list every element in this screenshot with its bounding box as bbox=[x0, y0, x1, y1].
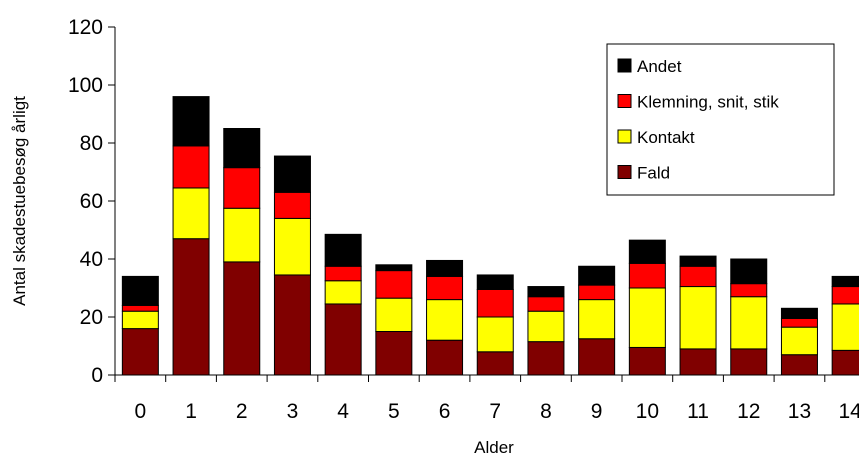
bar-segment-andet-10 bbox=[628, 239, 666, 264]
bar-segment-kontakt-5 bbox=[375, 297, 413, 332]
legend-label: Andet bbox=[637, 57, 682, 76]
bar-segment-fald-13 bbox=[780, 354, 818, 376]
y-tick-label: 100 bbox=[68, 74, 103, 97]
x-tick-label: 10 bbox=[636, 400, 659, 423]
x-tick-label: 12 bbox=[737, 400, 760, 423]
bar-segment-fald-9 bbox=[578, 338, 616, 376]
bar-segment-andet-11 bbox=[679, 255, 717, 267]
bar-segment-kontakt-4 bbox=[324, 280, 362, 305]
bar-segment-fald-3 bbox=[273, 274, 311, 376]
x-tick-label: 14 bbox=[838, 400, 859, 423]
bar-segment-andet-2 bbox=[223, 128, 261, 169]
bar-segment-andet-6 bbox=[426, 259, 464, 277]
bar-segment-fald-5 bbox=[375, 331, 413, 376]
bar-segment-andet-5 bbox=[375, 264, 413, 272]
y-tick-label: 120 bbox=[68, 16, 103, 39]
x-tick-label: 11 bbox=[687, 400, 709, 423]
legend-label: Fald bbox=[637, 164, 670, 183]
x-tick-label: 7 bbox=[489, 400, 501, 423]
y-tick-label: 20 bbox=[80, 306, 103, 329]
bar-segment-klemning-snit-stik-1 bbox=[172, 145, 210, 189]
bar-segment-kontakt-0 bbox=[121, 310, 159, 330]
y-axis-title: Antal skadestuebesøg årligt bbox=[10, 96, 29, 306]
bar-segment-fald-10 bbox=[628, 346, 666, 376]
bar-segment-klemning-snit-stik-4 bbox=[324, 265, 362, 282]
bar-segment-andet-4 bbox=[324, 233, 362, 267]
bar-segment-fald-14 bbox=[831, 349, 859, 376]
bar-segment-klemning-snit-stik-10 bbox=[628, 262, 666, 289]
legend-label: Klemning, snit, stik bbox=[637, 93, 779, 112]
bar-segment-fald-2 bbox=[223, 261, 261, 376]
x-tick-label: 2 bbox=[236, 400, 248, 423]
x-tick-label: 13 bbox=[788, 400, 811, 423]
bar-segment-kontakt-2 bbox=[223, 207, 261, 263]
legend: Andet Klemning, snit, stik Kontakt Fald bbox=[606, 43, 835, 196]
bar-segment-klemning-snit-stik-0 bbox=[121, 304, 159, 312]
y-tick-label: 40 bbox=[80, 248, 103, 271]
legend-label: Kontakt bbox=[637, 128, 695, 147]
bar-segment-kontakt-11 bbox=[679, 286, 717, 350]
bar-segment-kontakt-12 bbox=[730, 296, 768, 350]
bar-segment-klemning-snit-stik-8 bbox=[527, 296, 565, 312]
bar-segment-fald-8 bbox=[527, 341, 565, 376]
bar-segment-klemning-snit-stik-9 bbox=[578, 284, 616, 301]
bar-segment-andet-14 bbox=[831, 275, 859, 288]
bar-segment-fald-6 bbox=[426, 339, 464, 376]
x-tick-label: 0 bbox=[135, 400, 147, 423]
legend-swatch-klemning-snit-stik bbox=[617, 94, 632, 108]
bar-segment-kontakt-9 bbox=[578, 299, 616, 340]
bar-segment-fald-12 bbox=[730, 348, 768, 376]
bar-segment-klemning-snit-stik-6 bbox=[426, 275, 464, 301]
legend-swatch-kontakt bbox=[617, 129, 632, 144]
bar-segment-fald-11 bbox=[679, 348, 717, 376]
bar-segment-andet-0 bbox=[121, 275, 159, 306]
bar-segment-kontakt-14 bbox=[831, 303, 859, 351]
bar-segment-fald-4 bbox=[324, 303, 362, 376]
bar-segment-klemning-snit-stik-7 bbox=[476, 288, 514, 318]
bar-segment-andet-3 bbox=[273, 155, 311, 193]
bar-segment-klemning-snit-stik-11 bbox=[679, 265, 717, 288]
x-tick-label: 3 bbox=[287, 400, 299, 423]
bar-segment-andet-12 bbox=[730, 258, 768, 285]
bar-segment-fald-0 bbox=[121, 328, 159, 376]
bar-segment-klemning-snit-stik-5 bbox=[375, 270, 413, 299]
legend-box bbox=[606, 43, 835, 196]
bar-segment-klemning-snit-stik-14 bbox=[831, 286, 859, 305]
legend-swatch-andet bbox=[617, 58, 632, 73]
bar-segment-kontakt-7 bbox=[476, 316, 514, 353]
bar-segment-fald-7 bbox=[476, 351, 514, 376]
bars-layer bbox=[121, 96, 859, 376]
bar-segment-fald-1 bbox=[172, 238, 210, 376]
bar-segment-kontakt-13 bbox=[780, 326, 818, 356]
x-tick-label: 4 bbox=[337, 400, 349, 423]
bar-segment-kontakt-3 bbox=[273, 217, 311, 276]
y-tick-label: 0 bbox=[91, 364, 103, 387]
x-tick-label: 1 bbox=[185, 400, 197, 423]
legend-swatch-fald bbox=[617, 165, 632, 179]
bar-segment-klemning-snit-stik-3 bbox=[273, 191, 311, 219]
bar-segment-andet-9 bbox=[578, 265, 616, 286]
x-tick-label: 6 bbox=[439, 400, 451, 423]
bar-segment-kontakt-8 bbox=[527, 310, 565, 343]
bar-segment-andet-7 bbox=[476, 274, 514, 290]
bar-segment-andet-1 bbox=[172, 96, 210, 147]
bar-segment-andet-8 bbox=[527, 286, 565, 298]
bar-segment-kontakt-1 bbox=[172, 187, 210, 240]
bar-segment-klemning-snit-stik-2 bbox=[223, 167, 261, 209]
y-tick-label: 60 bbox=[80, 190, 103, 213]
x-axis-title: Alder bbox=[474, 438, 514, 457]
bar-segment-andet-13 bbox=[780, 307, 818, 319]
y-tick-label: 80 bbox=[80, 132, 103, 155]
bar-segment-klemning-snit-stik-13 bbox=[780, 317, 818, 328]
bar-segment-kontakt-6 bbox=[426, 299, 464, 341]
x-tick-label: 8 bbox=[540, 400, 552, 423]
bar-segment-kontakt-10 bbox=[628, 287, 666, 348]
x-tick-label: 9 bbox=[591, 400, 603, 423]
x-tick-label: 5 bbox=[388, 400, 400, 423]
bar-segment-klemning-snit-stik-12 bbox=[730, 283, 768, 298]
